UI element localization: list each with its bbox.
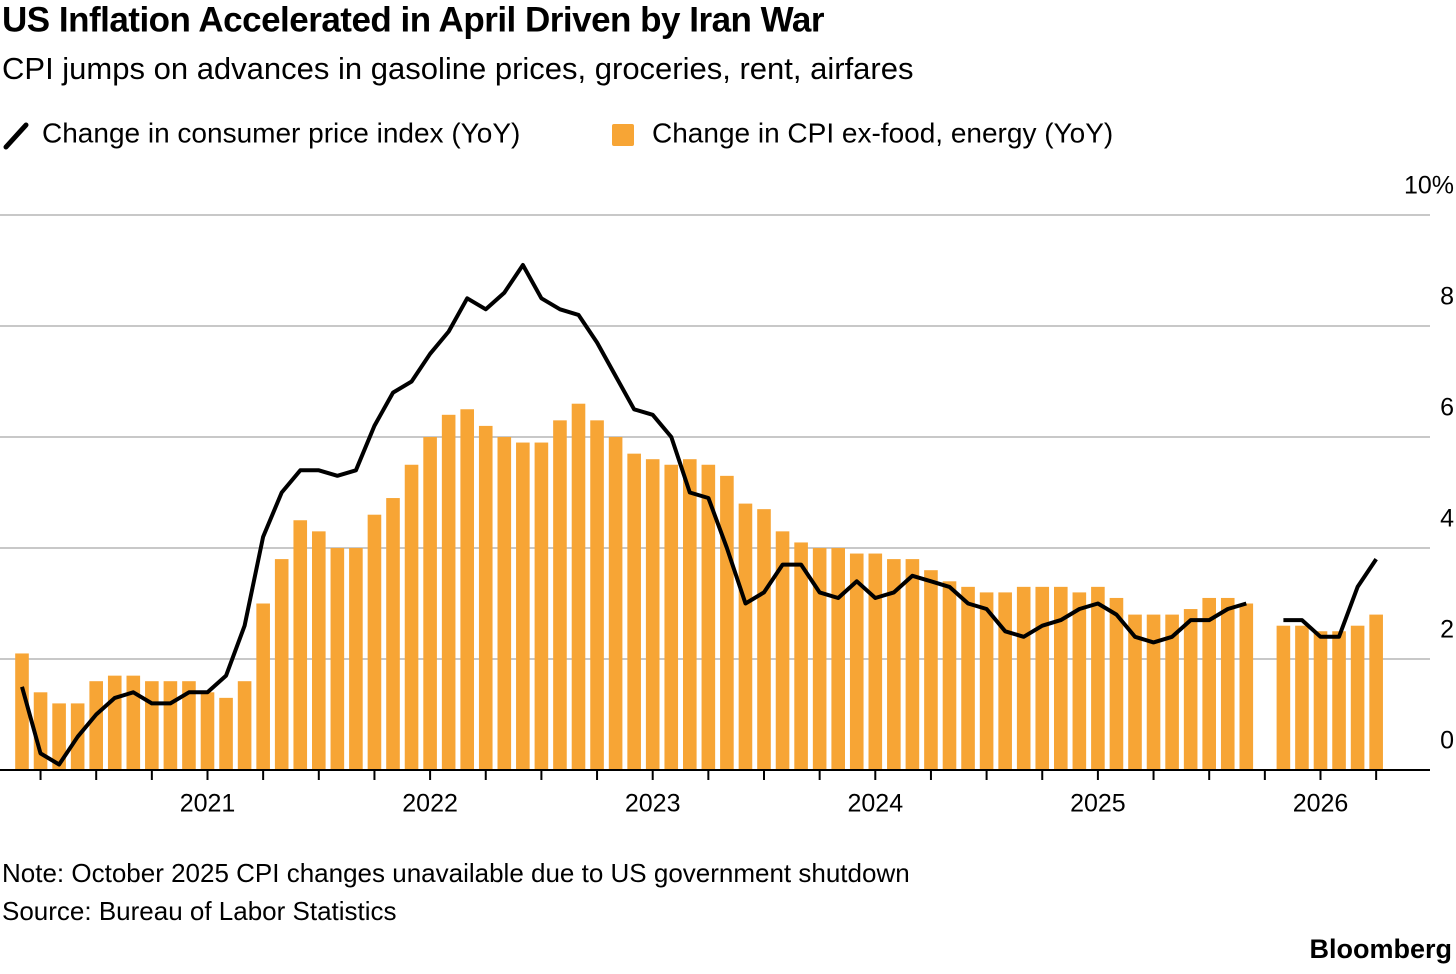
y-tick-label: 10% [1404, 172, 1454, 200]
bar [979, 592, 994, 770]
bar [868, 553, 883, 770]
bar [1369, 614, 1383, 770]
bar [998, 592, 1012, 770]
y-tick-label: 0 [1440, 727, 1454, 755]
bar [256, 603, 270, 770]
bar [645, 459, 660, 770]
bar [1295, 625, 1309, 770]
line [20, 263, 1378, 767]
bar [1016, 586, 1031, 770]
bar [330, 548, 345, 770]
bar [683, 459, 697, 770]
bar [1165, 614, 1179, 770]
bar [1146, 614, 1161, 770]
bar [924, 570, 938, 770]
bar [794, 542, 808, 770]
bar [497, 437, 512, 770]
legend-label: Change in consumer price index (YoY) [42, 117, 520, 148]
x-tick-label: 2021 [180, 790, 236, 818]
bar [887, 559, 901, 770]
y-tick-label: 8 [1440, 283, 1454, 311]
bar [404, 464, 419, 770]
bar [33, 692, 48, 770]
bar [1239, 603, 1254, 770]
bar [571, 403, 586, 770]
bar [107, 675, 122, 770]
bar [1091, 586, 1105, 770]
bar [145, 681, 159, 770]
bar [367, 514, 382, 770]
bar [942, 581, 957, 770]
bar [15, 653, 29, 770]
bar [89, 681, 103, 770]
legend-icon [3, 122, 29, 150]
bar [237, 681, 252, 770]
bar [701, 464, 716, 770]
bar [1072, 592, 1087, 770]
bar [349, 548, 363, 770]
bar [312, 531, 326, 770]
legend-label: Change in CPI ex-food, energy (YoY) [652, 117, 1113, 148]
bar [1109, 597, 1124, 770]
bar [516, 442, 530, 770]
source: Source: Bureau of Labor Statistics [2, 896, 397, 926]
bar [812, 548, 827, 770]
bar [163, 681, 178, 770]
bar [274, 559, 289, 770]
x-tick-label: 2025 [1070, 790, 1126, 818]
x-tick-label: 2024 [847, 790, 903, 818]
bar [52, 703, 66, 770]
bar [664, 464, 679, 770]
bar [608, 437, 623, 770]
bar [293, 520, 308, 770]
bar [1350, 625, 1365, 770]
bar [534, 442, 549, 770]
y-tick-label: 6 [1440, 394, 1454, 422]
brand: Bloomberg [1309, 934, 1452, 964]
bar [849, 553, 864, 770]
bar [1220, 597, 1235, 770]
bar [775, 531, 790, 770]
bar [1183, 609, 1198, 770]
bar [831, 548, 845, 770]
bar [219, 697, 233, 770]
bar [1128, 614, 1142, 770]
bar [200, 692, 215, 770]
x-tick-label: 2022 [402, 790, 458, 818]
bar [961, 586, 975, 770]
bar [1332, 631, 1346, 770]
bar [441, 414, 456, 770]
y-tick-label: 4 [1440, 505, 1454, 533]
bar [553, 420, 567, 770]
chart-subtitle: CPI jumps on advances in gasoline prices… [2, 51, 914, 86]
x-tick-label: 2023 [625, 790, 681, 818]
bar [423, 437, 437, 770]
bar [386, 498, 400, 770]
bar [478, 425, 493, 770]
bar [1313, 631, 1328, 770]
bar [1054, 586, 1068, 770]
bar [627, 453, 641, 770]
bar [738, 503, 753, 770]
bar [590, 420, 604, 770]
bar [757, 509, 771, 770]
bar [1202, 597, 1216, 770]
legend-icon [612, 124, 634, 146]
bar [905, 559, 920, 770]
y-tick-label: 2 [1440, 616, 1454, 644]
bar [1276, 625, 1291, 770]
chart-title: US Inflation Accelerated in April Driven… [2, 0, 825, 39]
bar [182, 681, 196, 770]
bar [1035, 586, 1050, 770]
bar [460, 409, 474, 770]
bar [126, 675, 141, 770]
x-tick-label: 2026 [1293, 790, 1349, 818]
bar [720, 475, 734, 770]
note: Note: October 2025 CPI changes unavailab… [2, 858, 910, 888]
